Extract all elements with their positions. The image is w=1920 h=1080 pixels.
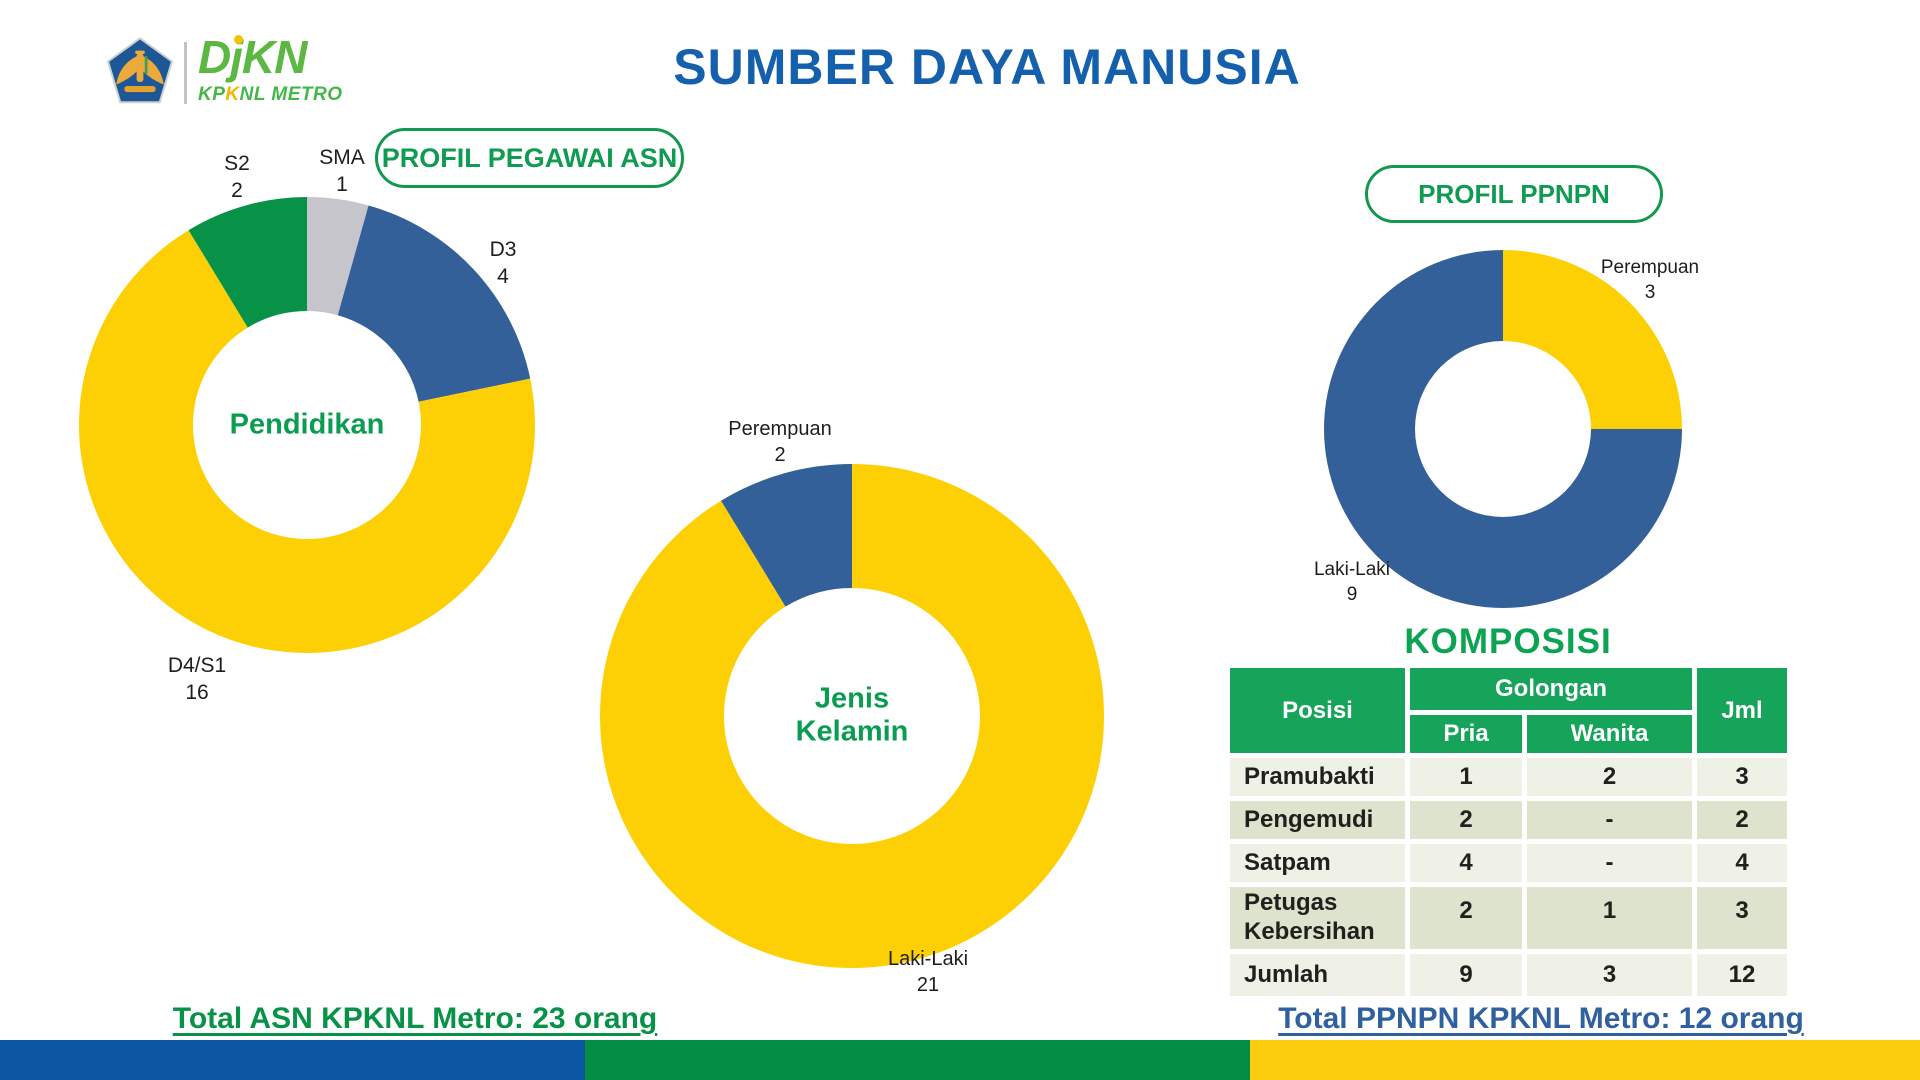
label-d4s1: D4/S1 16 (117, 652, 277, 707)
table-cell-jml: 3 (1697, 758, 1787, 796)
table-row-posisi: Jumlah (1230, 954, 1405, 996)
total-asn-text: Total ASN KPKNL Metro: 23 orang (172, 1002, 658, 1035)
center-label-jenis: Jenis (814, 682, 890, 715)
brand-j-dot (234, 35, 243, 44)
table-cell-wanita: 3 (1527, 954, 1692, 996)
pendidikan-donut-chart (78, 197, 535, 658)
brand-name: DjKN (198, 34, 343, 80)
col-header-golongan: Golongan (1410, 668, 1692, 710)
label-sma: SMA 1 (262, 144, 422, 199)
label-lakilaki-asn: Laki-Laki 21 (848, 946, 1008, 998)
footer-bar-yellow (1250, 1040, 1920, 1080)
table-row-posisi: Pramubakti (1230, 758, 1405, 796)
table-cell-pria: 1 (1410, 758, 1522, 796)
label-d4s1-value: 16 (185, 681, 209, 705)
table-cell-pria: 9 (1410, 954, 1522, 996)
brand-unit-part2: K (225, 84, 240, 105)
label-s2-name: S2 (224, 152, 250, 175)
label-d3: D3 4 (423, 236, 583, 291)
jenis-kelamin-donut-chart (600, 464, 1105, 973)
brand-letter-d: D (198, 31, 231, 83)
table-cell-jml: 12 (1697, 954, 1787, 996)
label-perempuan-asn-name: Perempuan (728, 418, 832, 440)
table-cell-pria: 4 (1410, 844, 1522, 882)
brand-letters-kn: KN (242, 31, 307, 83)
col-header-wanita: Wanita (1527, 715, 1692, 753)
label-d3-name: D3 (489, 238, 517, 261)
brand-letter-j: j (230, 31, 243, 83)
label-d4s1-name: D4/S1 (167, 654, 227, 677)
brand-unit-part1: KP (198, 84, 226, 105)
table-cell-wanita: - (1527, 801, 1692, 839)
label-lakilaki-asn-name: Laki-Laki (887, 948, 969, 970)
brand-block: DjKN KPKNL METRO (198, 34, 343, 104)
label-s2-value: 2 (231, 179, 243, 203)
table-row-posisi: Satpam (1230, 844, 1405, 882)
komposisi-table: Posisi Golongan Jml Pria Wanita Pramubak… (1230, 668, 1787, 996)
label-s2: S2 2 (157, 150, 317, 205)
kemenkeu-pentagon-logo (106, 37, 174, 104)
label-perempuan-asn-value: 2 (774, 444, 786, 466)
col-header-posisi: Posisi (1230, 668, 1405, 753)
table-cell-wanita: 1 (1527, 887, 1692, 949)
table-row-posisi: Petugas Kebersihan (1230, 887, 1405, 949)
label-lakilaki-ppnpn: Laki-Laki 9 (1272, 558, 1432, 607)
label-lakilaki-asn-value: 21 (916, 974, 940, 996)
brand-unit: KPKNL METRO (198, 85, 343, 104)
label-perempuan-ppnpn-value: 3 (1644, 281, 1656, 303)
total-ppnpn-text: Total PPNPN KPKNL Metro: 12 orang (1278, 1002, 1804, 1035)
table-cell-jml: 4 (1697, 844, 1787, 882)
label-lakilaki-ppnpn-value: 9 (1346, 583, 1358, 605)
table-cell-jml: 3 (1697, 887, 1787, 949)
label-lakilaki-ppnpn-name: Laki-Laki (1313, 559, 1391, 580)
brand-unit-part3: NL METRO (239, 84, 343, 105)
table-cell-pria: 2 (1410, 801, 1522, 839)
ppnpn-profile-badge: PROFIL PPNPN (1365, 165, 1663, 223)
col-header-pria: Pria (1410, 715, 1522, 753)
footer-bar-blue (0, 1040, 585, 1080)
asn-profile-badge: PROFIL PEGAWAI ASN (375, 128, 684, 188)
ppnpn-donut-chart (1324, 250, 1682, 613)
logo-divider (184, 42, 187, 104)
label-sma-name: SMA (319, 146, 365, 169)
center-label-kelamin: Kelamin (795, 716, 909, 748)
table-cell-jml: 2 (1697, 801, 1787, 839)
col-header-jml: Jml (1697, 668, 1787, 753)
label-d3-value: 4 (497, 265, 509, 289)
label-perempuan-ppnpn: Perempuan 3 (1570, 256, 1730, 305)
table-cell-wanita: 2 (1527, 758, 1692, 796)
footer-bar-green (585, 1040, 1250, 1080)
page-title: SUMBER DAYA MANUSIA (673, 39, 1301, 95)
label-perempuan-ppnpn-name: Perempuan (1600, 257, 1700, 278)
jenis-kelamin-center-label: Jenis Kelamin (796, 683, 909, 750)
table-cell-wanita: - (1527, 844, 1692, 882)
komposisi-title: KOMPOSISI (1404, 622, 1612, 661)
label-perempuan-asn: Perempuan 2 (700, 416, 860, 468)
table-cell-pria: 2 (1410, 887, 1522, 949)
label-sma-value: 1 (336, 173, 348, 197)
table-row-posisi: Pengemudi (1230, 801, 1405, 839)
pendidikan-center-label: Pendidikan (229, 408, 385, 441)
